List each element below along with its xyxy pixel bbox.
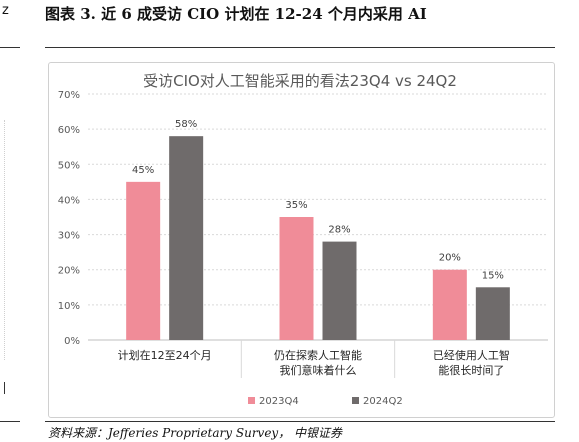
source-divider — [45, 421, 555, 422]
gridlines — [88, 93, 548, 306]
x-category-label: 能很长时间了 — [438, 363, 504, 377]
left-divider-bottom — [0, 421, 20, 422]
chart-title: 受访CIO对人工智能采用的看法23Q4 vs 24Q2 — [143, 72, 457, 90]
bar-2023Q4-1 — [279, 217, 314, 340]
y-tick-label: 50% — [58, 160, 80, 171]
data-label: 15% — [482, 270, 504, 281]
y-tick-label: 20% — [58, 266, 80, 277]
left-dotted-guide — [4, 120, 6, 360]
y-tick-label: 60% — [58, 125, 80, 136]
y-tick-label: 30% — [58, 231, 80, 242]
data-label: 45% — [132, 165, 154, 176]
legend: 2023Q4 2024Q2 — [248, 396, 403, 407]
title-divider — [45, 47, 555, 48]
bars: 45% 58% 35% 28% 20% 15% — [126, 119, 510, 340]
legend-label: 2023Q4 — [259, 396, 299, 407]
y-axis: 0% 10% 20% 30% 40% 50% 60% 70% — [58, 90, 548, 347]
left-divider-top — [0, 47, 20, 48]
bar-2024Q2-0 — [169, 136, 204, 340]
y-tick-label: 70% — [58, 90, 80, 101]
left-edge-tick — [4, 382, 5, 394]
legend-swatch-2023Q4 — [248, 397, 255, 404]
legend-label: 2024Q2 — [363, 396, 403, 407]
legend-swatch-2024Q2 — [352, 397, 359, 404]
bar-2024Q2-2 — [475, 287, 510, 340]
bar-2023Q4-0 — [126, 181, 161, 340]
bar-2024Q2-1 — [322, 241, 357, 340]
data-label: 20% — [439, 253, 461, 264]
source-note: 资料来源：Jefferies Proprietary Survey， 中银证券 — [48, 426, 343, 440]
left-edge-text: z — [2, 3, 9, 18]
x-category-label: 我们意味着什么 — [280, 363, 357, 377]
data-label: 28% — [328, 225, 350, 236]
y-tick-label: 0% — [64, 336, 80, 347]
data-label: 58% — [175, 119, 197, 130]
figure-title: 图表 3. 近 6 成受访 CIO 计划在 12-24 个月内采用 AI — [45, 5, 427, 23]
data-label: 35% — [285, 200, 307, 211]
x-category-label: 计划在12至24个月 — [118, 349, 212, 362]
x-category-label: 已经使用人工智 — [433, 348, 510, 362]
y-tick-label: 40% — [58, 195, 80, 206]
y-tick-label: 10% — [58, 301, 80, 312]
bar-2023Q4-2 — [432, 269, 467, 340]
x-category-label: 仍在探索人工智能 — [274, 348, 362, 362]
